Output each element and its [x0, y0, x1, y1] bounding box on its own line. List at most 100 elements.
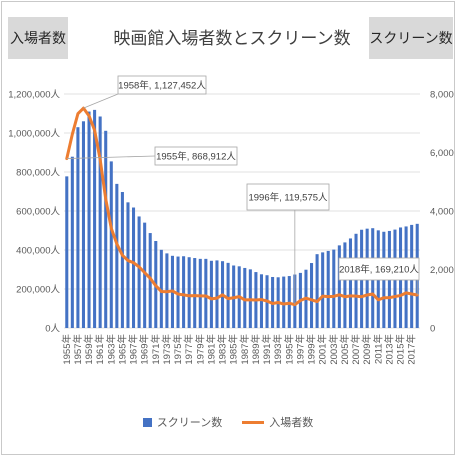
x-axis-tick-label: 1989年 — [250, 334, 262, 365]
left-axis-title: 入場者数 — [10, 30, 66, 46]
x-axis-tick-label: 2001年 — [317, 334, 329, 365]
bar-screens — [143, 222, 147, 328]
left-axis-tick-label: 400,000人 — [16, 246, 60, 257]
left-axis-tick-label: 800,000人 — [16, 168, 60, 179]
legend: スクリーン数 入場者数 — [2, 414, 454, 430]
bar-screens — [137, 216, 141, 328]
x-axis-tick-label: 1993年 — [272, 334, 284, 365]
bar-screens — [176, 256, 180, 328]
x-axis-tick-label: 1975年 — [172, 334, 184, 365]
x-axis-tick-label: 1957年 — [72, 334, 84, 365]
x-axis-tick-label: 1971年 — [150, 334, 162, 365]
right-axis-tick-label: 4,000 — [430, 207, 454, 218]
x-axis-tick-label: 1961年 — [94, 334, 106, 365]
line-attendance — [65, 106, 419, 307]
x-axis-tick-label: 2017年 — [406, 334, 418, 365]
bar-screens — [109, 161, 113, 328]
legend-item-screens: スクリーン数 — [142, 414, 223, 430]
x-axis-tick-label: 1985年 — [228, 334, 240, 365]
bar-screens — [76, 127, 80, 328]
x-axis-tick-label: 1991年 — [261, 334, 273, 365]
bar-screens — [209, 260, 213, 328]
bar-screens — [159, 249, 163, 328]
bar-screens — [326, 250, 330, 328]
bar-screens — [332, 249, 336, 328]
right-axis-tick-label: 6,000 — [430, 148, 454, 159]
x-axis-tick-label: 1955年 — [61, 334, 73, 365]
left-axis-tick-label: 1,200,000人 — [8, 90, 60, 101]
annotation-label: 1996年, 119,575人 — [248, 192, 328, 204]
x-axis-tick-label: 2011年 — [372, 334, 384, 364]
bar-screens — [215, 260, 219, 328]
annotation-leader — [83, 93, 119, 109]
x-axis-tick-label: 1969年 — [139, 334, 151, 365]
x-axis-tick-label: 2003年 — [328, 334, 340, 365]
bar-screens — [98, 116, 102, 328]
x-axis-tick-label: 1997年 — [294, 334, 306, 365]
annotation-leader — [66, 155, 156, 159]
chart-title: 映画館入場者数とスクリーン数 — [113, 29, 351, 48]
left-axis-tick-label: 0人 — [45, 324, 60, 335]
bar-screens — [187, 257, 191, 328]
legend-label-attendance: 入場者数 — [269, 417, 314, 429]
bar-screens — [182, 256, 186, 328]
right-axis-title: スクリーン数 — [369, 30, 453, 46]
legend-item-attendance: 入場者数 — [242, 414, 313, 430]
x-axis-tick-label: 1987年 — [239, 334, 251, 365]
x-axis-tick-label: 1963年 — [105, 334, 117, 365]
bar-screens — [354, 233, 358, 328]
left-axis-tick-label: 600,000人 — [16, 207, 60, 218]
left-axis-tick-label: 1,000,000人 — [8, 129, 60, 140]
bar-screens — [315, 254, 319, 328]
bar-screens — [259, 274, 263, 328]
legend-swatch-line — [242, 420, 265, 424]
bar-screens — [115, 183, 119, 328]
x-axis-tick-label: 2015年 — [395, 334, 407, 365]
bar-screens — [70, 156, 74, 328]
legend-swatch-bars — [142, 417, 152, 427]
legend-label-screens: スクリーン数 — [156, 417, 223, 429]
bar-screens — [87, 111, 91, 328]
x-axis-tick-label: 1965年 — [116, 334, 128, 365]
bar-screens — [310, 263, 314, 328]
right-axis-tick-label: 2,000 — [430, 265, 454, 276]
bar-screens — [65, 176, 69, 328]
x-axis-tick-label: 1979年 — [194, 334, 206, 365]
annotation-label: 1958年, 1,127,452人 — [118, 80, 206, 92]
bar-screens — [348, 238, 352, 328]
x-axis-tick-label: 1995年 — [283, 334, 295, 365]
annotation-box — [117, 75, 207, 95]
annotation-box — [246, 183, 330, 211]
bar-screens — [81, 121, 85, 328]
bar-screens — [120, 192, 124, 328]
bar-screens — [343, 242, 347, 328]
annotation-box — [338, 257, 420, 281]
annotation-box — [154, 146, 238, 166]
right-axis-tick-label: 8,000 — [430, 90, 454, 101]
annotation-label: 2018年, 169,210人 — [339, 264, 419, 276]
left-axis-tick-label: 200,000人 — [16, 285, 60, 296]
bar-screens — [282, 276, 286, 328]
bar-screens — [93, 109, 97, 328]
bar-screens — [337, 245, 341, 328]
x-axis-tick-label: 2005年 — [339, 334, 351, 365]
x-axis-tick-label: 1999年 — [306, 334, 318, 365]
right-axis-tick-label: 0 — [430, 324, 435, 335]
x-axis-tick-label: 1959年 — [83, 334, 95, 365]
x-axis-tick-label: 2013年 — [383, 334, 395, 365]
left-axis-title-box: 入場者数 — [8, 17, 68, 59]
x-axis-tick-label: 1983年 — [217, 334, 229, 365]
bar-screens — [321, 252, 325, 328]
bar-screens — [104, 130, 108, 328]
bar-screens — [204, 258, 208, 328]
x-axis-tick-label: 1973年 — [161, 334, 173, 365]
bar-screens — [198, 258, 202, 328]
bar-screens — [193, 258, 197, 328]
x-axis-tick-label: 2009年 — [361, 334, 373, 365]
bar-screens — [126, 202, 130, 328]
x-axis-tick-label: 2007年 — [350, 334, 362, 365]
bar-screens — [226, 262, 230, 328]
bar-screens — [132, 207, 136, 328]
